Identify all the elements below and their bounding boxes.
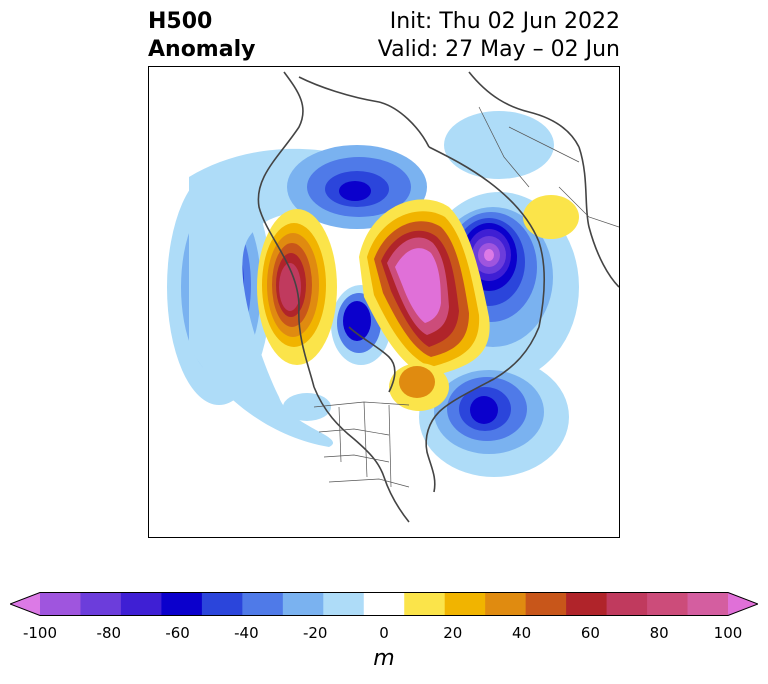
colorbar-tick-label: 20 (443, 624, 463, 642)
colorbar-segment (647, 592, 689, 616)
scandinavia-blue (444, 111, 554, 179)
init-time: Init: Thu 02 Jun 2022 (389, 9, 620, 34)
colorbar-extend-max (728, 592, 758, 616)
colorbar-segment (444, 592, 486, 616)
colorbar-segment (80, 592, 122, 616)
northwest-blue-band (189, 148, 400, 447)
coastlines (257, 71, 619, 523)
colorbar-segment (525, 592, 567, 616)
colorbar-segment (161, 592, 203, 616)
asia-yellow-patch (523, 195, 579, 239)
colorbar-segment (242, 592, 284, 616)
colorbar-segment (201, 592, 243, 616)
colorbar-tick-label: -80 (96, 624, 122, 642)
colorbar-tick-label: 80 (649, 624, 669, 642)
colorbar-segment (40, 592, 81, 616)
anomaly-map (148, 66, 620, 538)
political-borders (313, 106, 619, 488)
colorbar-segment (404, 592, 446, 616)
colorbar-tick-label: 60 (580, 624, 600, 642)
arctic-ridge (359, 199, 490, 377)
colorbar-tick-label: 40 (512, 624, 532, 642)
arctic-trough (287, 145, 427, 229)
title-line-2: Anomaly (148, 37, 256, 62)
colorbar-units: m (373, 646, 395, 671)
anomaly-map-svg (167, 71, 619, 523)
colorbar-segment (120, 592, 162, 616)
colorbar-segment (282, 592, 324, 616)
plot-title: H500 Anomaly (148, 8, 255, 64)
colorbar-outline (10, 592, 758, 616)
run-info: Init: Thu 02 Jun 2022 Valid: 27 May – 02… (378, 8, 620, 64)
colorbar-segments (10, 592, 758, 616)
colorbar (10, 592, 758, 616)
colorbar-segment (323, 592, 365, 616)
colorbar-tick-label: -60 (165, 624, 190, 642)
colorbar-segment (485, 592, 527, 616)
title-line-1: H500 (148, 9, 213, 34)
colorbar-ticks: -100 -80 -60 -40 -20 0 20 40 60 80 100 (0, 624, 768, 644)
valid-period: Valid: 27 May – 02 Jun (377, 37, 620, 62)
colorbar-tick-label: -100 (22, 624, 58, 642)
colorbar-tick-label: 0 (379, 624, 389, 642)
colorbar-segment (606, 592, 648, 616)
labrador-ridge-core (399, 366, 435, 398)
colorbar-tick-label: 100 (713, 624, 743, 642)
colorbar-segment (363, 592, 405, 616)
colorbar-segment (687, 592, 729, 616)
colorbar-segment (566, 592, 608, 616)
pacific-blue-patch (283, 393, 331, 421)
colorbar-tick-label: -40 (234, 624, 259, 642)
colorbar-tick-label: -20 (302, 624, 328, 642)
colorbar-extend-min (10, 592, 40, 616)
